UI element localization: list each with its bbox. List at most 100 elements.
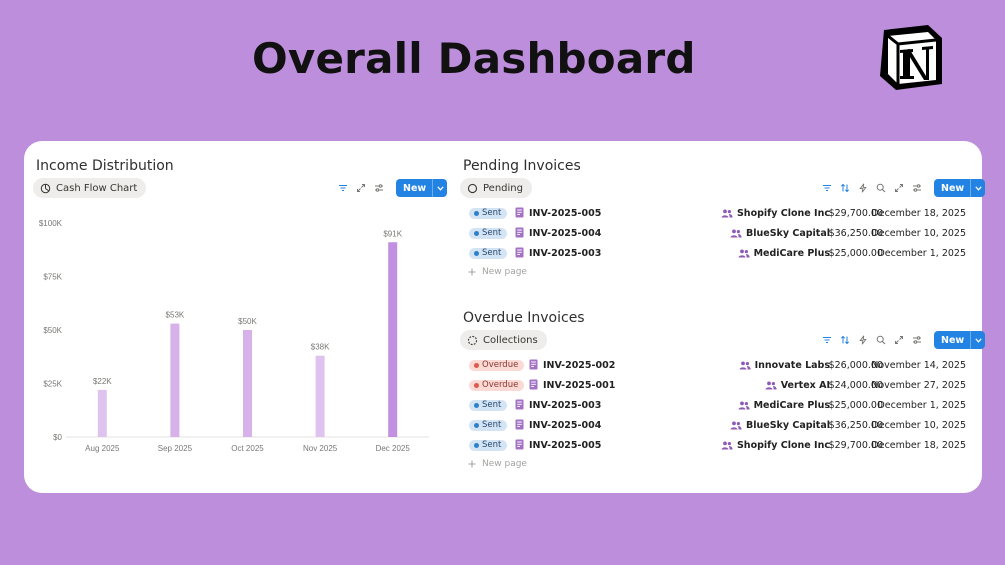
invoice-id[interactable]: INV-2025-003 <box>529 247 602 259</box>
data-label: $22K <box>93 377 112 386</box>
client-cell[interactable]: Shopify Clone Inc <box>721 440 830 451</box>
invoice-id[interactable]: INV-2025-002 <box>543 359 616 371</box>
status-badge[interactable]: Overdue <box>469 359 525 371</box>
bar[interactable] <box>315 355 325 437</box>
status-dot <box>474 382 479 388</box>
status-dot <box>474 362 479 368</box>
plus-icon <box>468 268 476 276</box>
invoice-id[interactable]: INV-2025-005 <box>529 439 602 451</box>
pending-new-button[interactable]: New <box>934 179 986 197</box>
search-icon[interactable] <box>876 183 886 193</box>
income-section-title: Income Distribution <box>36 158 174 174</box>
status-badge[interactable]: Sent <box>469 227 508 239</box>
people-icon <box>738 401 750 409</box>
client-name: Vertex AI <box>780 379 830 391</box>
status-dot <box>474 402 479 408</box>
invoice-id[interactable]: INV-2025-001 <box>543 379 616 391</box>
client-name: MediCare Plus <box>753 399 830 411</box>
y-tick-label: $25K <box>43 380 62 389</box>
sort-icon[interactable] <box>840 335 850 345</box>
table-row[interactable]: Overdue INV-2025-001 Vertex AI $24,000.00 No… <box>24 375 982 395</box>
plus-icon <box>468 460 476 468</box>
status-dot <box>474 250 479 256</box>
filter-icon[interactable] <box>822 183 832 193</box>
status-badge[interactable]: Sent <box>469 399 508 411</box>
due-date: December 18, 2025 <box>871 207 966 219</box>
table-row[interactable]: Sent INV-2025-004 BlueSky Capital $36,250.0… <box>24 223 982 243</box>
settings-sliders-icon[interactable] <box>374 183 384 193</box>
settings-sliders-icon[interactable] <box>912 183 922 193</box>
x-tick-label: Nov 2025 <box>303 444 338 453</box>
status-badge[interactable]: Sent <box>469 439 508 451</box>
income-new-button[interactable]: New <box>396 179 448 197</box>
expand-icon[interactable] <box>894 335 904 345</box>
data-label: $38K <box>311 343 330 352</box>
y-tick-label: $50K <box>43 326 62 335</box>
overdue-new-page[interactable]: New page <box>468 459 527 469</box>
bar[interactable] <box>170 323 180 437</box>
client-cell[interactable]: BlueSky Capital <box>730 228 830 239</box>
client-cell[interactable]: Vertex AI <box>765 380 830 391</box>
table-row[interactable]: Sent INV-2025-005 Shopify Clone Inc $29,700… <box>24 203 982 223</box>
status-badge[interactable]: Overdue <box>469 379 525 391</box>
status-label: Sent <box>482 420 502 430</box>
amount: $24,000.00 <box>828 379 883 391</box>
income-toolbar: New <box>338 179 448 197</box>
filter-icon[interactable] <box>338 183 348 193</box>
people-icon <box>730 421 742 429</box>
invoice-id[interactable]: INV-2025-004 <box>529 419 602 431</box>
pending-new-page[interactable]: New page <box>468 267 527 277</box>
table-row[interactable]: Sent INV-2025-004 BlueSky Capital $36,250.0… <box>24 415 982 435</box>
status-label: Sent <box>482 248 502 258</box>
overdue-new-button[interactable]: New <box>934 331 986 349</box>
table-row[interactable]: Overdue INV-2025-002 Innovate Labs $26,000.… <box>24 355 982 375</box>
y-tick-label: $75K <box>43 273 62 282</box>
amount: $36,250.00 <box>828 419 883 431</box>
people-icon <box>738 249 750 257</box>
status-badge[interactable]: Sent <box>469 247 508 259</box>
lightning-icon[interactable] <box>858 335 868 345</box>
client-cell[interactable]: MediCare Plus <box>738 248 830 259</box>
expand-icon[interactable] <box>894 183 904 193</box>
table-row[interactable]: Sent INV-2025-005 Shopify Clone Inc $29,700… <box>24 435 982 455</box>
overdue-view-tab[interactable]: Collections <box>460 330 547 350</box>
invoice-doc-icon <box>515 399 524 410</box>
pending-toolbar: New <box>822 179 986 197</box>
expand-icon[interactable] <box>356 183 366 193</box>
lightning-icon[interactable] <box>858 183 868 193</box>
status-badge[interactable]: Sent <box>469 419 508 431</box>
amount: $29,700.00 <box>828 439 883 451</box>
chevron-down-icon[interactable] <box>432 179 447 197</box>
chevron-down-icon[interactable] <box>970 179 985 197</box>
client-name: Shopify Clone Inc <box>736 207 830 219</box>
client-name: BlueSky Capital <box>745 419 830 431</box>
client-cell[interactable]: BlueSky Capital <box>730 420 830 431</box>
status-badge[interactable]: Sent <box>469 207 508 219</box>
dashed-circle-icon <box>467 335 478 345</box>
filter-icon[interactable] <box>822 335 832 345</box>
table-row[interactable]: Sent INV-2025-003 MediCare Plus $25,000.00 D… <box>24 243 982 263</box>
income-new-label: New <box>403 182 427 194</box>
bar[interactable] <box>388 242 398 437</box>
sort-icon[interactable] <box>840 183 850 193</box>
invoice-doc-icon <box>515 419 524 430</box>
status-label: Sent <box>482 208 502 218</box>
bar[interactable] <box>243 330 252 437</box>
pending-view-tab[interactable]: Pending <box>460 178 532 198</box>
status-label: Overdue <box>482 360 519 370</box>
invoice-id[interactable]: INV-2025-005 <box>529 207 602 219</box>
invoice-id[interactable]: INV-2025-004 <box>529 227 602 239</box>
table-row[interactable]: Sent INV-2025-003 MediCare Plus $25,000.00 D… <box>24 395 982 415</box>
overdue-new-label: New <box>941 334 965 346</box>
income-view-label: Cash Flow Chart <box>56 182 138 194</box>
client-cell[interactable]: Innovate Labs <box>739 360 830 371</box>
search-icon[interactable] <box>876 335 886 345</box>
client-cell[interactable]: Shopify Clone Inc <box>721 208 830 219</box>
people-icon <box>739 361 751 369</box>
client-cell[interactable]: MediCare Plus <box>738 400 830 411</box>
invoice-id[interactable]: INV-2025-003 <box>529 399 602 411</box>
bar[interactable] <box>97 389 107 437</box>
settings-sliders-icon[interactable] <box>912 335 922 345</box>
income-view-tab[interactable]: Cash Flow Chart <box>33 178 147 198</box>
chevron-down-icon[interactable] <box>970 331 985 349</box>
